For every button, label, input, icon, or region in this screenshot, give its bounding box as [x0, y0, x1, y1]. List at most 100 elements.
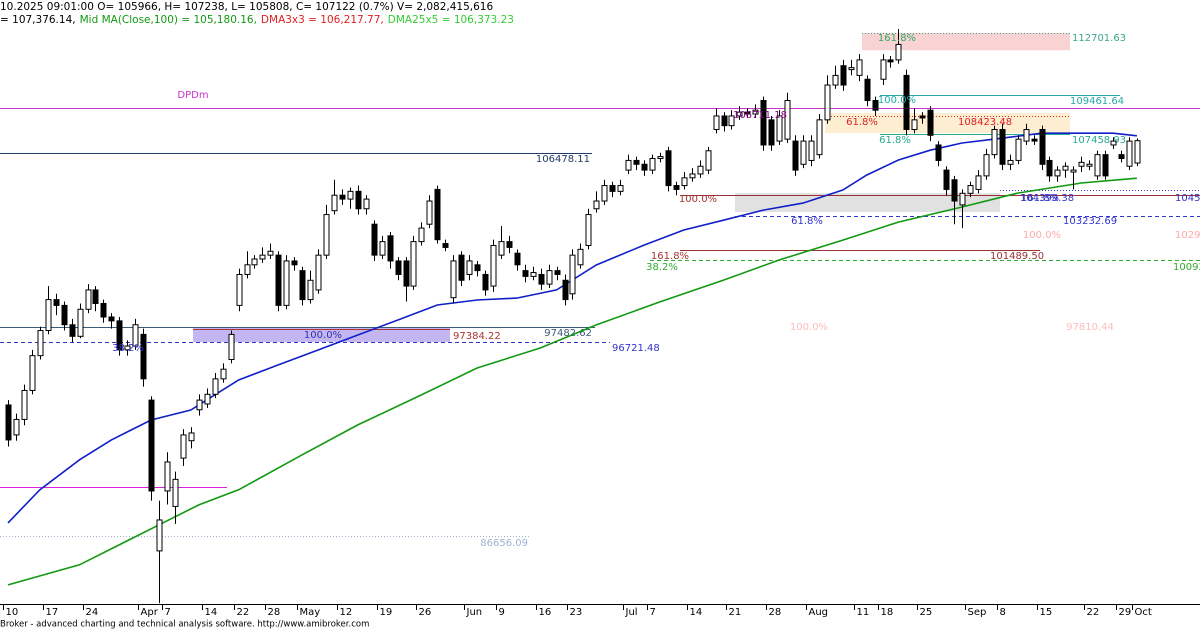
- candle-body: [1086, 163, 1093, 167]
- candle-body: [760, 100, 767, 146]
- candle-body: [212, 378, 219, 395]
- candle-body: [100, 302, 107, 318]
- candle-body: [951, 179, 958, 202]
- legend-item: DMA3x3 = 106,217.77,: [261, 14, 384, 26]
- legend-item: DMA25x5 = 106,373.23: [388, 14, 514, 26]
- candle-body: [959, 192, 966, 206]
- candle-body: [124, 345, 131, 351]
- candle-body: [132, 324, 139, 347]
- candle-body: [1134, 140, 1141, 164]
- candle-body: [673, 185, 680, 190]
- x-tick-label: 8: [1000, 607, 1006, 618]
- candle-body: [895, 43, 902, 61]
- candle-body: [371, 223, 378, 256]
- candle-body: [5, 404, 12, 441]
- candle-body: [943, 169, 950, 190]
- candle-body: [498, 241, 505, 256]
- candle-body: [832, 74, 839, 86]
- annotation: 104399.38: [1020, 193, 1074, 204]
- candle-body: [410, 241, 417, 287]
- candles: [5, 28, 1141, 604]
- x-tick-label: May: [300, 607, 321, 618]
- x-tick-label: 17: [46, 607, 59, 618]
- candle-body: [1062, 165, 1069, 171]
- candle-body: [339, 194, 346, 200]
- candle-body: [220, 368, 227, 380]
- candle-body: [752, 109, 759, 115]
- candle-body: [1031, 138, 1038, 142]
- candle-body: [713, 115, 720, 131]
- candle-body: [418, 227, 425, 243]
- candle-body: [538, 273, 545, 285]
- x-tick-label: 29: [1119, 607, 1132, 618]
- candle-body: [593, 200, 600, 210]
- annotation: 100.0%: [878, 95, 916, 106]
- x-tick-label: Jun: [466, 607, 483, 618]
- level-label: 96721.48: [612, 343, 660, 354]
- candle-body: [617, 185, 624, 192]
- annotation: 38.2%: [112, 343, 144, 354]
- x-tick-label: 14: [205, 607, 218, 618]
- level-label: 108423.48: [958, 117, 1012, 128]
- candle-body: [601, 185, 608, 202]
- x-tick-label: Aug: [809, 607, 829, 618]
- x-tick-label: 14: [690, 607, 703, 618]
- candle-body: [251, 258, 258, 266]
- candle-body: [721, 115, 728, 127]
- moving-averages: [7, 132, 1137, 586]
- candle-body: [530, 272, 537, 277]
- candle-body: [903, 74, 910, 131]
- candle-body: [204, 393, 211, 405]
- candle-body: [442, 243, 449, 248]
- x-tick-label: 28: [769, 607, 782, 618]
- candle-body: [1046, 159, 1053, 177]
- candle-body: [967, 185, 974, 194]
- zone: [193, 328, 450, 342]
- candle-body: [244, 264, 251, 275]
- candle-body: [633, 159, 640, 165]
- candle-body: [824, 84, 831, 121]
- candle-body: [283, 260, 290, 306]
- x-tick-label: 19: [380, 607, 393, 618]
- candle-body: [307, 279, 314, 301]
- x-tick-label: Sep: [968, 607, 987, 618]
- candle-body: [1118, 154, 1125, 159]
- candle-body: [188, 432, 195, 442]
- x-tick-label: 12: [340, 607, 353, 618]
- ma-line: [7, 132, 1137, 524]
- x-tick-label: 16: [539, 607, 552, 618]
- annotation: 38.2%: [646, 262, 678, 273]
- candle-body: [1078, 161, 1085, 167]
- candle-body: [140, 333, 147, 380]
- x-tick-label: 24: [86, 607, 99, 618]
- candle-body: [363, 198, 370, 210]
- candle-body: [1015, 138, 1022, 161]
- candle-body: [872, 100, 879, 111]
- candle-body: [665, 150, 672, 187]
- x-tick-label: 7: [650, 607, 656, 618]
- candle-body: [506, 241, 513, 248]
- level-label: 112701.63: [1072, 33, 1126, 44]
- zone: [862, 32, 1070, 51]
- annotation: 106711.18: [733, 110, 787, 121]
- candle-body: [164, 461, 171, 492]
- candle-body: [156, 519, 163, 552]
- candle-body: [999, 129, 1006, 165]
- x-tick-label: Jul: [625, 607, 638, 618]
- candle-body: [347, 190, 354, 200]
- annotation: 10290: [1175, 230, 1200, 241]
- candle-body: [1110, 140, 1117, 146]
- annotation: 161.8%: [1021, 193, 1059, 204]
- candle-body: [61, 304, 68, 326]
- candle-body: [434, 188, 441, 241]
- candle-body: [458, 254, 465, 281]
- candle-body: [1023, 129, 1030, 142]
- candle-body: [728, 115, 735, 127]
- annotation: 100.0%: [1023, 230, 1061, 241]
- candle-body: [546, 270, 553, 285]
- annotation: 97810.44: [1066, 322, 1114, 333]
- candle-body: [196, 399, 203, 411]
- x-tick-label: 7: [165, 607, 171, 618]
- candle-body: [848, 67, 855, 71]
- candle-body: [808, 140, 815, 161]
